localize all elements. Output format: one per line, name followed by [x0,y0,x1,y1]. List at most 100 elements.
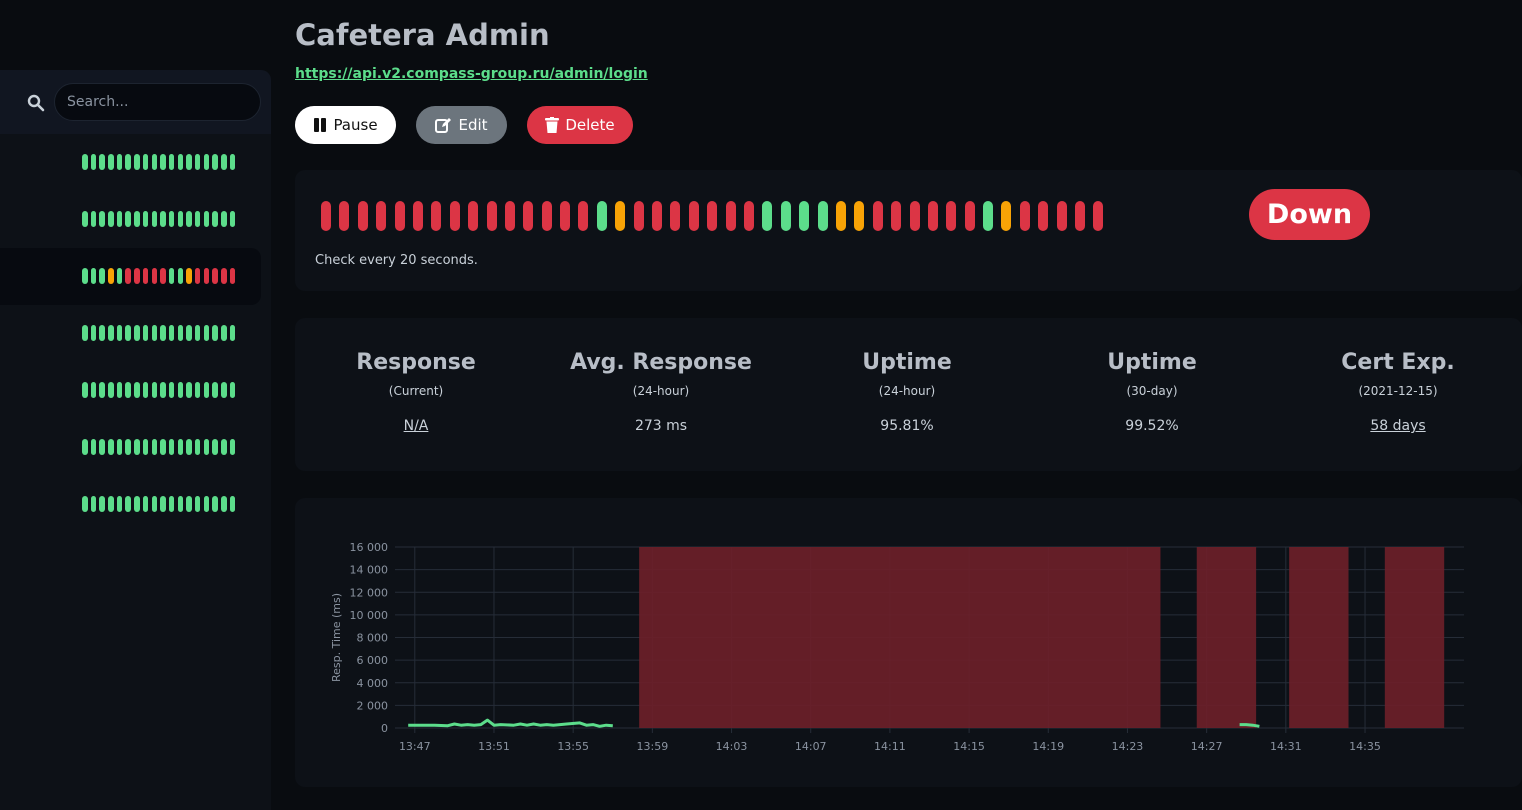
mini-beat-up [194,439,201,455]
mini-beat-up [82,154,88,170]
x-tick-label: 13:47 [399,740,431,753]
mini-beat-up [116,325,123,341]
mini-beat-up [212,325,218,341]
pause-button[interactable]: Pause [295,106,396,144]
mini-beat-down [194,268,201,284]
stat-subtitle: (2021-12-15) [1358,384,1438,398]
mini-beat-up [194,211,201,227]
x-tick-label: 13:51 [478,740,510,753]
mini-beat-up [151,325,157,341]
mini-beat-up [168,325,175,341]
mini-heartbeat-bar [82,325,236,341]
check-interval-text: Check every 20 seconds. [315,253,478,268]
mini-beat-up [212,496,218,512]
mini-beat-up [125,154,131,170]
mini-beat-up [160,211,166,227]
beat-down [891,201,902,231]
mini-beat-up [142,496,149,512]
stat-avg-response: Avg. Response (24-hour) 273 ms [541,350,781,434]
stat-value-link[interactable]: N/A [403,418,429,434]
search-input[interactable] [54,83,261,121]
monitor-list-item[interactable] [0,362,261,419]
mini-beat-up [186,325,192,341]
y-tick-label: 12 000 [350,586,389,599]
mini-beat-up [99,211,105,227]
mini-beat-up [134,439,140,455]
mini-beat-up [134,154,140,170]
search-icon [27,94,45,112]
stat-value: 273 ms [634,418,688,434]
edit-button[interactable]: Edit [416,106,507,144]
stat-value: 99.52% [1125,418,1179,434]
mini-beat-up [99,496,105,512]
mini-beat-up [177,439,184,455]
beat-down [927,201,938,231]
heartbeat-card: Down Check every 20 seconds. [295,170,1522,291]
monitor-list-item[interactable] [0,248,261,305]
x-tick-label: 14:07 [795,740,827,753]
mini-beat-up [151,382,157,398]
mini-beat-up [82,496,88,512]
mini-heartbeat-bar [82,211,236,227]
sidebar [0,70,271,810]
mini-beat-up [90,496,97,512]
mini-beat-down [134,268,140,284]
beat-down [964,201,975,231]
monitor-list-item[interactable] [0,419,261,476]
stat-subtitle: (Current) [388,384,444,398]
response-time-line [408,718,613,728]
mini-beat-up [90,154,97,170]
mini-beat-up [90,382,97,398]
delete-button[interactable]: Delete [527,106,633,144]
beat-up [799,201,810,231]
monitor-list-item[interactable] [0,305,261,362]
monitor-list-item[interactable] [0,191,261,248]
mini-beat-up [203,211,210,227]
mini-beat-up [151,154,157,170]
x-tick-label: 14:11 [874,740,906,753]
mini-beat-up [168,268,175,284]
beat-down [652,201,663,231]
mini-heartbeat-bar [82,154,236,170]
monitor-url-link[interactable]: https://api.v2.compass-group.ru/admin/lo… [295,66,648,82]
beat-down [707,201,718,231]
mini-beat-up [82,268,88,284]
mini-beat-up [229,325,236,341]
mini-beat-up [203,496,210,512]
down-period-band [1289,547,1349,728]
mini-beat-up [82,382,88,398]
stat-title: Avg. Response [570,350,752,375]
monitor-list-item[interactable] [0,134,261,191]
y-tick-label: 8 000 [357,632,389,645]
delete-button-label: Delete [565,116,615,134]
beat-down [688,201,699,231]
mini-beat-up [82,439,88,455]
mini-beat-down [221,268,227,284]
mini-beat-up [90,268,97,284]
heartbeat-bar [321,201,1104,231]
mini-beat-up [82,211,88,227]
mini-beat-up [221,325,227,341]
y-tick-label: 14 000 [350,564,389,577]
x-tick-label: 14:31 [1270,740,1302,753]
monitor-list-item[interactable] [0,476,261,533]
stat-value-link[interactable]: 58 days [1370,418,1426,434]
x-tick-label: 13:55 [557,740,589,753]
y-tick-label: 4 000 [357,677,389,690]
x-tick-label: 14:19 [1032,740,1064,753]
x-tick-label: 14:03 [716,740,748,753]
beat-down [909,201,920,231]
beat-pending [854,201,865,231]
mini-beat-up [116,496,123,512]
mini-beat-up [125,211,131,227]
beat-down [449,201,460,231]
y-tick-label: 2 000 [357,699,389,712]
mini-beat-up [142,439,149,455]
stat-title: Cert Exp. [1341,350,1455,375]
mini-beat-up [194,496,201,512]
mini-beat-up [116,382,123,398]
beat-up [596,201,607,231]
mini-beat-up [177,211,184,227]
mini-beat-up [177,154,184,170]
x-tick-label: 14:27 [1191,740,1223,753]
